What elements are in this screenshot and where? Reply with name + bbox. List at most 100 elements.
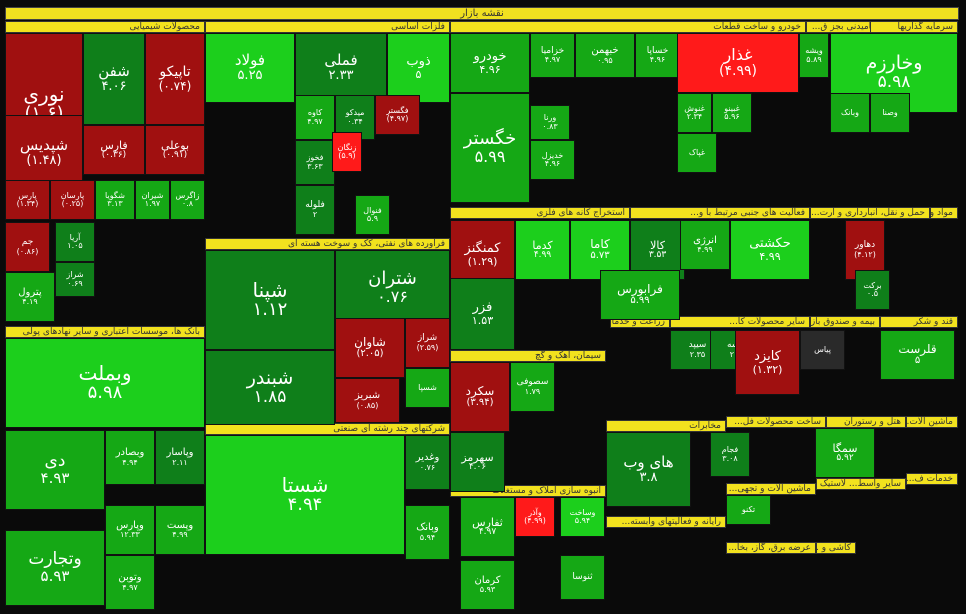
stock-tile[interactable]: فجام ۳.۰۸ (710, 432, 750, 477)
stock-tile[interactable]: شیران ۱.۹۷ (135, 180, 170, 220)
stock-tile[interactable]: ثفارس ۴.۹۷ (460, 497, 515, 557)
stock-tile[interactable]: بوعلی (۰.۹۱) (145, 125, 205, 175)
stock-symbol: فولاد (234, 51, 266, 70)
stock-tile[interactable]: ویشه ۵.۸۹ (799, 33, 829, 78)
stock-symbol: سکرد (465, 384, 495, 399)
stock-symbol: زاگرس (175, 190, 200, 200)
sector-header: فرآورده های نفتی، کک و سوخت هسته ای (205, 238, 450, 250)
stock-tile[interactable]: فگستر (۴.۹۷) (375, 95, 420, 135)
stock-tile[interactable]: فخوز ۳.۶۳ (295, 140, 335, 185)
stock-tile[interactable]: فرابورس ۵.۹۹ (600, 270, 680, 320)
stock-tile[interactable]: کاوه ۴.۹۷ (295, 95, 335, 140)
stock-tile[interactable]: شبریز (۰.۸۵) (335, 378, 400, 423)
stock-tile[interactable]: خودرو ۴.۹۶ (450, 33, 530, 93)
stock-change: ۰.۶۹ (67, 278, 83, 288)
stock-tile[interactable]: وپاسار ۲.۱۱ (155, 430, 205, 485)
stock-tile[interactable]: حکشتی ۴.۹۹ (730, 220, 810, 280)
stock-tile[interactable]: شپنا ۱.۱۲ (205, 250, 335, 350)
stock-tile[interactable]: ثنوسا (560, 555, 605, 600)
stock-tile[interactable]: شسپا (405, 368, 450, 408)
stock-symbol: بوعلی (160, 138, 190, 152)
stock-symbol: خگستر (463, 128, 517, 150)
stock-tile[interactable]: خگستر ۵.۹۹ (450, 93, 530, 203)
stock-tile[interactable]: وتجارت ۵.۹۳ (5, 530, 105, 606)
stock-tile[interactable]: وآذر (۴.۹۹) (515, 497, 555, 537)
sector-header: فلزات اساسی (205, 21, 450, 33)
stock-tile[interactable]: تکنو (726, 495, 771, 525)
stock-tile[interactable]: کرمان ۵.۹۳ (460, 560, 515, 610)
stock-tile[interactable]: فولاد ۵.۲۵ (205, 33, 295, 103)
stock-tile[interactable]: سصوفی ۱.۷۹ (510, 362, 555, 412)
stock-change: ۳.۸ (639, 469, 658, 485)
stock-tile[interactable]: آریا ۱.۰۵ (55, 222, 95, 262)
stock-change: ۵.۹۶ (724, 112, 740, 121)
stock-tile[interactable]: وتوبن ۴.۹۷ (105, 555, 155, 610)
stock-tile[interactable]: وپست ۴.۹۹ (155, 505, 205, 555)
stock-tile[interactable]: وبانک (830, 93, 870, 133)
stock-symbol: پترول (18, 286, 42, 298)
stock-change: ۰.۳۴ (347, 116, 363, 126)
stock-change: ۵.۹۳ (479, 585, 496, 595)
stock-tile[interactable]: وبملت ۵.۹۸ (5, 338, 205, 428)
stock-tile[interactable]: غبینو ۵.۹۶ (712, 93, 752, 133)
stock-tile[interactable]: وغدیر ۰.۷۶ (405, 435, 450, 490)
stock-tile[interactable]: غنوش ۲.۳۴ (677, 93, 712, 133)
stock-tile[interactable]: دی ۴.۹۳ (5, 430, 105, 510)
stock-tile[interactable]: فارس (۰.۳۶) (83, 125, 145, 175)
stock-tile[interactable]: وبصادر ۴.۹۴ (105, 430, 155, 485)
stock-change: ۴.۹۶ (649, 55, 666, 65)
stock-tile[interactable]: پیاس (800, 330, 845, 370)
stock-tile[interactable]: تاپیکو (۰.۷۴) (145, 33, 205, 125)
stock-tile[interactable]: سمگا ۵.۹۲ (815, 428, 875, 478)
stock-tile[interactable]: پارس (۱.۳۴) (5, 180, 50, 220)
stock-change: ۴.۹۷ (478, 527, 497, 538)
stock-tile[interactable]: فملی ۲.۳۳ (295, 33, 387, 103)
stock-tile[interactable]: خزامیا ۴.۹۷ (530, 33, 575, 78)
stock-tile[interactable]: شراز (۲.۵۹) (405, 318, 450, 368)
stock-tile[interactable]: انرژی ۴.۹۹ (680, 220, 730, 270)
stock-tile[interactable]: پارسان (۰.۲۵) (50, 180, 95, 220)
stock-tile[interactable]: های وب ۳.۸ (606, 432, 691, 507)
sector-header: مخابرات (606, 420, 726, 432)
stock-tile[interactable]: شراز ۰.۶۹ (55, 262, 95, 297)
stock-change: (۰.۷۴) (158, 79, 192, 94)
stock-tile[interactable]: سهرمز ۴.۰۶ (450, 432, 505, 492)
stock-tile[interactable]: پترول ۴.۱۹ (5, 272, 55, 322)
stock-tile[interactable]: شتران ۰.۷۶ (335, 250, 450, 325)
stock-tile[interactable]: غپاک (677, 133, 717, 173)
stock-tile[interactable]: شفن ۴.۰۶ (83, 33, 145, 125)
stock-tile[interactable]: زاگرس ۰.۸ (170, 180, 205, 220)
stock-tile[interactable]: وبانک ۵.۹۴ (405, 505, 450, 560)
stock-tile[interactable]: شبندر ۱.۸۵ (205, 350, 335, 425)
stock-tile[interactable]: زنگان (۵.۹) (332, 132, 362, 172)
stock-tile[interactable]: وصنا (870, 93, 910, 133)
stock-symbol: شتران (368, 267, 417, 289)
stock-tile[interactable]: برکت ۰.۵ (855, 270, 890, 310)
stock-tile[interactable]: شپدیس (۱.۴۸) (5, 115, 83, 190)
stock-tile[interactable]: فلوله ۲ (295, 185, 335, 235)
sector-header: سایر محصولات کا... (670, 316, 810, 328)
stock-tile[interactable]: شگویا ۳.۱۳ (95, 180, 135, 220)
stock-tile[interactable]: وپارس ۱۲.۳۳ (105, 505, 155, 555)
stock-tile[interactable]: خبهمن ۰.۹۵ (575, 33, 635, 78)
stock-tile[interactable]: سکرد (۳.۹۴) (450, 362, 510, 432)
stock-tile[interactable]: فزر ۱.۵۳ (450, 278, 515, 350)
stock-change: ۱.۵۳ (471, 314, 494, 328)
stock-tile[interactable]: کایزد (۱.۳۲) (735, 330, 800, 395)
stock-tile[interactable]: خدیزل ۴.۹۶ (530, 140, 575, 180)
stock-tile[interactable]: شستا ۴.۹۴ (205, 435, 405, 555)
stock-tile[interactable]: شاوان (۲.۰۵) (335, 318, 405, 378)
stock-tile[interactable]: غذار (۴.۹۹) (677, 33, 799, 93)
stock-tile[interactable]: جم (۰.۸۶) (5, 222, 50, 272)
stock-tile[interactable]: قلرست ۵ (880, 330, 955, 380)
stock-tile[interactable]: ورنا ۰.۸۳ (530, 105, 570, 140)
stock-tile[interactable]: فنوال ۵.۹ (355, 195, 390, 235)
stock-tile[interactable]: وساخت ۵.۹۴ (560, 497, 605, 537)
stock-tile[interactable]: خساپا ۴.۹۶ (635, 33, 680, 78)
stock-symbol: انرژی (693, 234, 717, 246)
stock-change: (۰.۸۶) (16, 246, 39, 256)
stock-symbol: شاوان (354, 335, 386, 350)
stock-change: ۰.۷۶ (377, 286, 408, 306)
stock-tile[interactable]: ذوب ۵ (387, 33, 450, 103)
stock-tile[interactable]: کدما ۴.۹۹ (515, 220, 570, 280)
